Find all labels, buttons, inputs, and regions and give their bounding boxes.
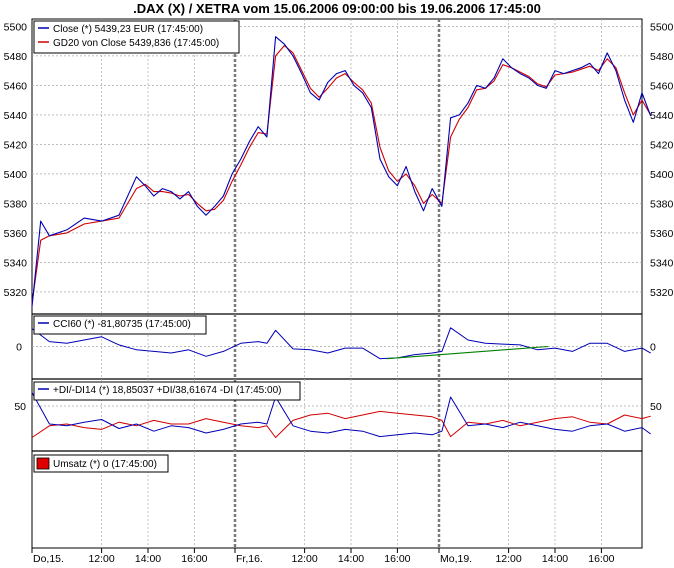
- price-y-tick-label-right: 5460: [650, 80, 674, 92]
- price-legend-label: GD20 von Close 5439,836 (17:45:00): [53, 38, 219, 49]
- price-y-tick-label-right: 5480: [650, 51, 674, 63]
- price-y-tick-label-right: 5400: [650, 169, 674, 181]
- price-y-tick-label-left: 5460: [4, 80, 28, 92]
- cci-trend-line: [386, 345, 549, 360]
- price-y-tick-label-right: 5360: [650, 228, 674, 240]
- x-tick-label: 12:00: [495, 553, 521, 565]
- cci-y-tick-label-left: 0: [16, 342, 22, 354]
- umsatz-legend-label: Umsatz (*) 0 (17:45:00): [53, 459, 157, 470]
- x-tick-label: 12:00: [291, 553, 317, 565]
- gd20-line: [31, 45, 652, 304]
- dmi-y-tick-label-right: 50: [650, 401, 662, 413]
- price-y-tick-label-right: 5340: [650, 257, 674, 269]
- price-y-tick-label-right: 5500: [650, 21, 674, 33]
- close-line: [31, 36, 652, 307]
- price-legend: [33, 20, 240, 54]
- minus-di-line: [31, 410, 651, 438]
- dmi-y-tick-label-left: 50: [14, 401, 26, 413]
- cci-line: [31, 327, 651, 360]
- umsatz-legend-swatch: [36, 457, 50, 470]
- price-y-tick-label-right: 5420: [650, 139, 674, 151]
- plus-di-line: [31, 392, 651, 438]
- x-tick-label: Mo,19.: [440, 553, 472, 565]
- cci-y-tick-label-right: 0: [650, 342, 656, 354]
- price-y-tick-label-left: 5340: [4, 257, 28, 269]
- dmi-legend-label: +DI/-DI14 (*) 18,85037 +DI/38,61674 -DI …: [53, 385, 281, 396]
- x-tick-label: 12:00: [88, 553, 114, 565]
- price-y-tick-label-left: 5480: [4, 51, 28, 63]
- x-tick-label: 16:00: [384, 553, 410, 565]
- price-y-tick-label-left: 5500: [4, 21, 28, 33]
- x-tick-label: 14:00: [542, 553, 568, 565]
- price-y-tick-label-left: 5360: [4, 228, 28, 240]
- dmi-legend: [33, 381, 301, 401]
- x-tick-label: 14:00: [135, 553, 161, 565]
- x-tick-label: Do,15.: [33, 553, 64, 565]
- price-y-tick-label-right: 5320: [650, 287, 674, 299]
- price-y-tick-label-left: 5320: [4, 287, 28, 299]
- price-y-tick-label-right: 5380: [650, 198, 674, 210]
- price-y-tick-label-left: 5440: [4, 110, 28, 122]
- x-tick-label: 16:00: [588, 553, 614, 565]
- price-y-tick-label-left: 5400: [4, 169, 28, 181]
- cci-legend-label: CCI60 (*) -81,80735 (17:45:00): [53, 319, 191, 330]
- price-y-tick-label-right: 5440: [650, 110, 674, 122]
- x-tick-label: 16:00: [181, 553, 207, 565]
- x-tick-label: 14:00: [338, 553, 364, 565]
- umsatz-legend: [33, 454, 169, 473]
- price-legend-label: Close (*) 5439,23 EUR (17:45:00): [53, 24, 203, 35]
- cci-legend: [33, 315, 207, 335]
- x-tick-label: Fr,16.: [236, 553, 263, 565]
- price-y-tick-label-left: 5380: [4, 198, 28, 210]
- chart-title: .DAX (X) / XETRA vom 15.06.2006 09:00:00…: [133, 1, 541, 16]
- price-y-tick-label-left: 5420: [4, 139, 28, 151]
